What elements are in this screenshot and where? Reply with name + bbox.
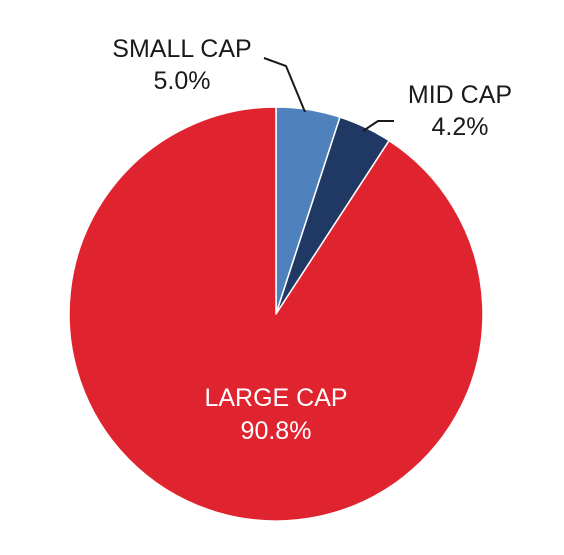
label-mid-cap-value: 4.2% xyxy=(432,113,489,141)
label-mid-cap-name: MID CAP xyxy=(408,81,512,109)
label-small-cap-name: SMALL CAP xyxy=(112,35,251,63)
leader-line-small-cap xyxy=(263,57,306,113)
leader-line-mid-cap xyxy=(362,120,394,132)
label-large-cap-value: 90.8% xyxy=(241,417,312,445)
leader-lines xyxy=(263,57,394,132)
pie-slice-large-cap xyxy=(68,106,484,522)
label-small-cap-value: 5.0% xyxy=(154,67,211,95)
slice-labels: SMALL CAP 5.0% MID CAP 4.2% LARGE CAP 90… xyxy=(112,35,512,445)
pie-slices xyxy=(68,106,484,522)
label-large-cap-name: LARGE CAP xyxy=(204,384,347,412)
